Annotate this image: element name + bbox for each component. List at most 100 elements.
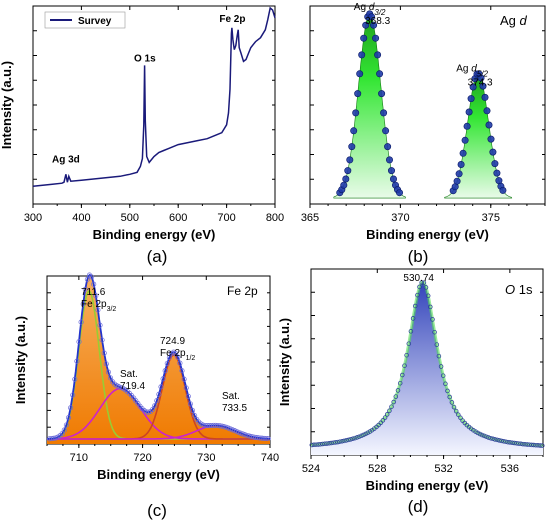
data-point [80,301,86,307]
data-point [331,440,336,445]
x-tick-label: 528 [368,463,386,475]
data-point [408,329,414,334]
panel-c-fe: 710 720 730 740 Binding energy (eV) Intensity… [13,272,279,482]
o-peak-fill [311,282,543,455]
data-point [522,442,528,447]
data-point [380,109,388,117]
peak-value: 374.3 [468,77,493,88]
data-point [311,442,317,448]
data-point [359,433,364,439]
data-point [438,364,444,369]
data-point [505,439,511,445]
data-point [89,274,95,280]
plot-frame [309,5,546,205]
x-axis-title: Binding energy (eV) [93,227,216,242]
data-point [458,415,463,421]
data-point [404,352,409,358]
data-point [93,293,99,299]
x-tick-label: 365 [301,212,319,224]
data-point [72,376,78,382]
corner-label-italic: d [520,13,528,28]
fe-envelope-fill [47,275,270,444]
data-point [346,156,354,164]
data-point [421,280,427,285]
x-tick-label: 800 [266,212,284,224]
data-point [346,437,351,443]
y-axis-title: Intensity (a.u.) [0,61,14,149]
x-tick-label: 730 [197,452,215,464]
data-point [489,148,497,156]
data-point [461,136,469,144]
data-point [160,376,166,382]
data-point [342,175,350,183]
data-point [350,436,356,442]
data-point [382,415,388,420]
component-value: 719.4 [120,381,145,392]
data-point [82,286,88,292]
data-point [516,441,521,446]
data-point [358,51,366,59]
data-point [465,108,473,116]
data-point [352,109,360,117]
data-point [518,441,524,447]
data-point [469,83,477,91]
data-point [485,121,493,129]
data-point [173,350,179,356]
data-point [419,280,424,285]
x-tick-label: 524 [302,463,320,475]
data-point [183,385,189,391]
data-point [344,167,352,175]
data-point [384,412,390,417]
data-point [493,169,501,177]
panel-d-letter: (d) [408,497,429,516]
peak-label-italic: d [369,2,375,13]
data-point [428,304,433,310]
data-point [488,435,493,441]
data-point [192,412,198,419]
data-point [449,400,455,405]
x-tick-label: 375 [482,212,500,224]
data-point [497,438,502,443]
data-point [309,442,315,448]
data-point [400,372,405,378]
data-point [361,432,366,438]
data-point [479,82,487,90]
data-point [436,353,442,359]
data-point [499,186,507,194]
data-point [393,394,399,399]
data-point [365,430,371,436]
data-point [509,440,515,446]
legend-label: Survey [78,16,112,27]
x-axis-title: Binding energy (eV) [366,227,489,242]
data-point [326,441,332,446]
data-point [457,161,465,169]
data-point [354,435,360,440]
data-point [410,316,416,321]
data-point [187,401,193,407]
component-value: 711.6 [81,287,106,298]
peak-value: 368.3 [365,16,390,27]
data-point [440,373,446,378]
legend-box [44,11,126,29]
panel-b-letter: (b) [408,247,429,266]
data-point [335,439,340,445]
data-point [380,418,386,423]
data-point [477,74,485,82]
panel-c-letter: (c) [147,501,167,520]
data-point [395,388,401,393]
peak-label-italic: d [471,63,477,74]
data-point [463,122,471,130]
data-point [348,143,356,151]
data-point [372,34,380,42]
data-point [527,442,532,447]
data-point [479,432,485,438]
data-point [185,393,191,399]
data-point [382,127,390,135]
data-point [487,135,495,143]
data-point [101,350,107,356]
peak-label-sub: 3/2 [374,7,386,16]
data-point [324,441,330,446]
data-point [507,440,513,445]
data-point [378,90,386,98]
